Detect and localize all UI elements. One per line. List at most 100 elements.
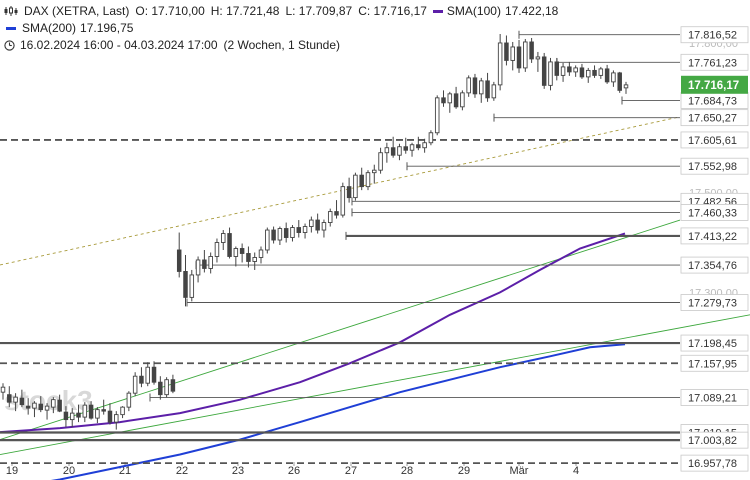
x-tick-label: 26 [288,465,300,477]
candle-body [114,414,119,423]
ohlc-header: DAX (XETRA, Last) O: 17.710,00 H: 17.721… [4,4,564,18]
candle-body [107,410,113,423]
candle-body [302,226,308,233]
candle-body [69,412,75,421]
candle-body [126,392,132,408]
x-tick-label: Mär [510,465,529,477]
candle-body [239,248,245,254]
candle-body [359,174,364,188]
level-price-label: 17.413,22 [688,231,737,243]
candle-body [321,222,327,231]
candle-body [296,227,302,233]
candle-body [409,144,415,151]
x-tick-label: 19 [6,465,18,477]
candle-body [541,56,547,86]
candle-body [334,211,339,216]
level-price-label: 17.279,73 [688,298,737,310]
open-value: O: 17.710,00 [135,4,205,18]
candle-body [548,61,553,86]
candle-body [164,379,169,396]
candle-body [441,97,446,104]
candle-body [523,41,528,69]
candle-body [504,42,509,61]
candle-body [139,375,144,384]
candle-body [585,69,591,78]
candle-body [403,146,408,151]
time-range: 16.02.2024 16:00 - 04.03.2024 17:00 (2 W… [4,38,346,52]
x-tick-label: 20 [63,465,75,477]
candle-body [120,406,125,416]
level-price-tag [680,131,749,149]
candle-body [183,270,188,298]
candle-body [63,411,69,421]
candle-chart-icon [4,6,18,16]
instrument-name: DAX (XETRA, Last) [24,4,130,18]
candle-body [497,42,503,86]
level-price-tag [680,109,749,127]
sma200-value: 17.196,75 [80,21,134,35]
candle-body [428,132,434,144]
candle-body [611,72,616,83]
candle-body [365,172,371,188]
level-price-tag [680,354,749,372]
level-price-tag [680,431,749,449]
sma100-line [0,232,626,434]
candle-body [309,219,314,227]
sma200-swatch [6,26,16,30]
level-price-tag [680,26,749,44]
level-price-label: 17.460,33 [688,207,737,219]
candle-body [44,405,50,411]
dashed-trendline [0,116,681,266]
candle-body [479,80,484,95]
current-price-label: 17.716,17 [688,80,739,92]
sma100-label: SMA(100) [446,4,501,18]
candle-body [422,142,427,149]
candle-body [57,399,62,412]
close-value: C: 17.716,17 [358,4,427,18]
candle-body [132,375,138,394]
candle-body [378,152,383,171]
candle-body [221,233,226,243]
candle-body [491,84,497,99]
candle-body [25,405,31,409]
candle-body [95,409,100,419]
candle-body [447,93,453,104]
level-price-label: 17.650,27 [688,113,737,125]
current-price-tag [681,75,748,94]
candle-body [579,67,585,78]
candle-body [145,366,150,384]
candle-body [346,186,352,199]
level-price-tag [680,294,749,311]
x-tick-label: 21 [119,465,131,477]
candle-body [13,396,18,403]
candle-body [390,147,396,156]
candle-body [372,169,377,174]
candle-body [315,219,320,231]
low-value: L: 17.709,87 [285,4,353,18]
candle-body [151,366,157,383]
high-value: H: 17.721,48 [210,4,280,18]
candle-body [233,248,239,257]
level-price-tag [680,389,749,406]
sma200-legend: SMA(200) 17.196,75 [4,21,139,35]
candle-body [227,233,232,257]
candle-body [535,56,541,60]
candle-body [189,274,195,298]
candle-body [573,67,578,73]
candle-body [353,174,358,199]
range-text: 16.02.2024 16:00 - 04.03.2024 17:00 [20,38,218,52]
level-price-tag [680,53,749,71]
candle-body [290,227,295,238]
candle-body [604,68,610,83]
level-price-label: 17.761,23 [688,57,737,69]
lower-trendline [0,314,750,455]
candle-body [158,381,163,396]
candle-body [246,253,251,262]
level-price-tag [680,256,749,274]
candle-body [529,41,534,60]
x-tick-label: 23 [232,465,244,477]
candle-body [510,46,515,61]
sma200-line [50,343,626,480]
candle-body [460,92,465,108]
candle-body [472,77,478,95]
